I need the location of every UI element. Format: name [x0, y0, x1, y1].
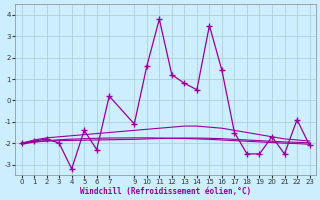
X-axis label: Windchill (Refroidissement éolien,°C): Windchill (Refroidissement éolien,°C) — [80, 187, 251, 196]
